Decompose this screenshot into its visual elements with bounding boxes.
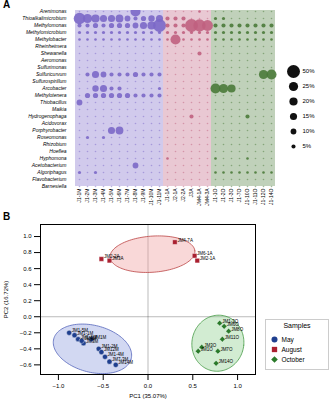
svg-text:PC2 (16.72%): PC2 (16.72%) (3, 281, 9, 319)
svg-text:0.2: 0.2 (23, 298, 32, 304)
svg-text:Shewanella: Shewanella (41, 50, 67, 56)
svg-text:JM1-4M: JM1-4M (107, 352, 124, 358)
svg-text:J1-11O: J1-11O (252, 188, 258, 204)
svg-text:J1-3O: J1-3O (228, 188, 234, 202)
svg-text:J1-5M: J1-5M (108, 189, 114, 203)
svg-text:0.6: 0.6 (23, 266, 32, 272)
html-text:A: A (3, 0, 11, 10)
svg-text:JM4-7A: JM4-7A (177, 238, 193, 243)
svg-text:−0.6: −0.6 (20, 362, 33, 368)
svg-text:0.0: 0.0 (144, 383, 153, 389)
svg-text:J1-12O: J1-12O (260, 188, 266, 205)
svg-text:−0.2: −0.2 (20, 330, 33, 336)
svg-text:JM6-1A: JM6-1A (197, 251, 213, 257)
svg-text:J2-2A: J2-2A (180, 188, 186, 202)
html-text:B: B (3, 211, 11, 222)
svg-text:J1-1M: J1-1M (76, 189, 82, 203)
svg-text:JM14O: JM14O (219, 359, 234, 364)
html-text:Samples: Samples (283, 322, 311, 329)
svg-text:J1-3M: J1-3M (92, 189, 98, 203)
svg-text:J1-14O: J1-14O (268, 188, 274, 205)
svg-text:Maikia: Maikia (52, 106, 67, 112)
svg-text:J1-7O: J1-7O (236, 188, 242, 202)
svg-text:15%: 15% (303, 113, 316, 119)
svg-text:−1.0: −1.0 (52, 383, 65, 389)
svg-text:Thiobacillus: Thiobacillus (40, 99, 67, 105)
svg-text:J1-9M: J1-9M (140, 189, 146, 203)
svg-text:JM4M: JM4M (84, 336, 97, 342)
svg-text:JM6O: JM6O (226, 321, 239, 327)
svg-text:JM14M: JM14M (118, 360, 133, 365)
svg-text:Arcobacter: Arcobacter (41, 85, 67, 91)
svg-text:JM4-3A: JM4-3A (204, 188, 210, 206)
svg-text:Algoriphagus: Algoriphagus (36, 169, 67, 175)
svg-text:Acetobacterium: Acetobacterium (31, 162, 67, 168)
svg-text:PC1 (35.07%): PC1 (35.07%) (129, 393, 167, 399)
svg-text:Hydrogenophaga: Hydrogenophaga (28, 113, 67, 119)
svg-text:Methylomonas: Methylomonas (34, 22, 67, 28)
svg-text:Rheinheimera: Rheinheimera (35, 43, 66, 49)
svg-text:Sulfurospirillum: Sulfurospirillum (32, 78, 66, 84)
svg-text:J1-6M: J1-6M (116, 189, 122, 203)
svg-text:J1-1O: J1-1O (212, 188, 218, 202)
svg-text:JM8O: JM8O (231, 327, 244, 332)
svg-text:−0.5: −0.5 (97, 383, 110, 389)
svg-text:J1-10M: J1-10M (148, 189, 154, 206)
svg-text:J1-2O: J1-2O (220, 188, 226, 202)
svg-text:25%: 25% (303, 83, 316, 89)
svg-text:0.5: 0.5 (189, 383, 198, 389)
svg-text:50%: 50% (303, 68, 316, 74)
svg-text:10%: 10% (303, 128, 316, 134)
svg-text:J1-1A: J1-1A (164, 188, 170, 202)
svg-text:JM1O: JM1O (201, 347, 214, 352)
svg-text:J1-2M: J1-2M (84, 189, 90, 203)
svg-text:JM1M: JM1M (94, 335, 107, 340)
svg-text:J1-10O: J1-10O (244, 188, 250, 205)
svg-text:Acidovorax: Acidovorax (41, 120, 67, 126)
svg-text:Thioalkalimicrobium: Thioalkalimicrobium (22, 15, 66, 21)
svg-text:Aeromonas: Aeromonas (40, 57, 67, 63)
svg-text:Methylotenera: Methylotenera (35, 92, 67, 98)
svg-text:Sulfurimonas: Sulfurimonas (37, 64, 67, 70)
svg-text:1.0: 1.0 (23, 233, 32, 239)
svg-text:J3A: J3A (188, 188, 194, 197)
svg-text:−0.4: −0.4 (20, 346, 33, 352)
svg-text:20%: 20% (303, 98, 316, 104)
svg-text:Hyphomona: Hyphomona (40, 155, 67, 161)
svg-text:Porphyrobacter: Porphyrobacter (32, 127, 67, 133)
svg-text:Hoeflea: Hoeflea (49, 148, 66, 154)
svg-text:J1-11M: J1-11M (156, 189, 162, 205)
svg-text:J1-7M: J1-7M (124, 189, 130, 203)
svg-text:1.0: 1.0 (233, 383, 242, 389)
svg-text:Barnesiella: Barnesiella (42, 183, 67, 189)
svg-text:October: October (282, 356, 306, 363)
svg-text:0.4: 0.4 (23, 282, 32, 288)
svg-text:Arenimonas: Arenimonas (39, 8, 67, 14)
svg-text:Methylomicrobium: Methylomicrobium (26, 29, 67, 35)
svg-text:J1-8M: J1-8M (132, 189, 138, 203)
svg-text:Methylobacter: Methylobacter (35, 36, 67, 42)
svg-text:August: August (282, 346, 302, 354)
svg-text:May: May (282, 336, 295, 344)
svg-text:5%: 5% (303, 143, 312, 149)
svg-text:JM1-5M: JM1-5M (72, 328, 89, 333)
svg-text:Roseomonas: Roseomonas (37, 134, 67, 140)
svg-text:0.0: 0.0 (23, 314, 32, 320)
svg-text:JM7O: JM7O (220, 347, 233, 352)
svg-text:Sulfuricurvum: Sulfuricurvum (36, 71, 67, 77)
svg-text:JM3A: JM3A (112, 256, 124, 261)
svg-text:J1-4M: J1-4M (100, 189, 106, 203)
svg-text:Flavobacterium: Flavobacterium (32, 176, 66, 182)
svg-text:Rhizobium: Rhizobium (43, 141, 67, 147)
svg-text:JM12M: JM12M (103, 347, 119, 353)
svg-text:JM4-1A: JM4-1A (196, 188, 202, 206)
svg-text:JM11O: JM11O (225, 335, 240, 340)
svg-text:J2-1A: J2-1A (172, 188, 178, 202)
svg-text:JM3O: JM3O (204, 342, 217, 348)
svg-text:0.8: 0.8 (23, 249, 32, 255)
svg-text:JM2-1A: JM2-1A (200, 256, 216, 261)
